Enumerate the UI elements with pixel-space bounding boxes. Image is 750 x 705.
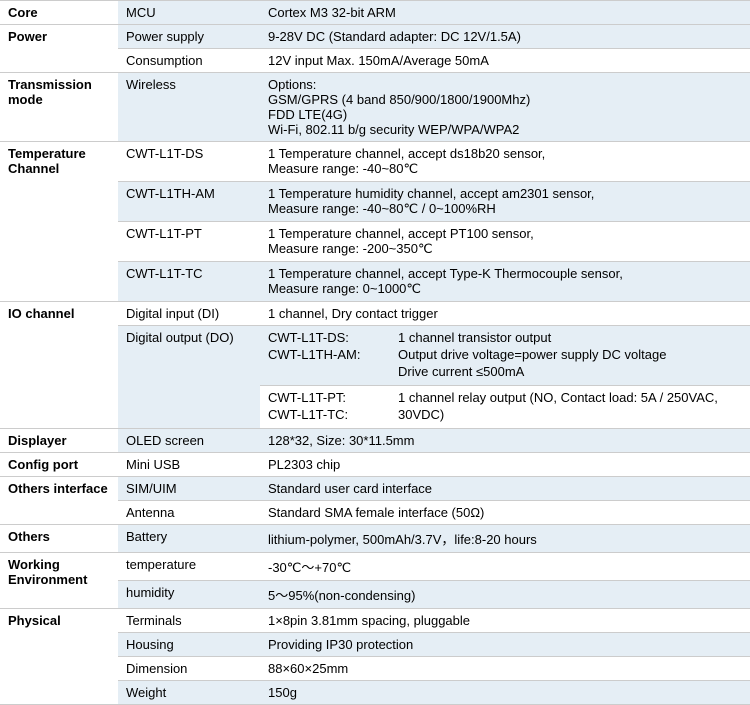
sub-cell: CWT-L1T-DS xyxy=(118,142,260,182)
sub-cell: Digital output (DO) xyxy=(118,326,260,429)
category-cell: Working Environment xyxy=(0,553,118,609)
table-row: Physical Terminals 1×8pin 3.81mm spacing… xyxy=(0,609,750,633)
value-cell: 5～95%(non-condensing) xyxy=(260,581,750,609)
value-cell: lithium-polymer, 500mAh/3.7V，life:8-20 h… xyxy=(260,525,750,553)
sub-cell: Weight xyxy=(118,681,260,705)
sub-cell: MCU xyxy=(118,1,260,25)
table-row: Temperature Channel CWT-L1T-DS 1 Tempera… xyxy=(0,142,750,182)
value-line: Options: xyxy=(268,77,742,92)
value-line: Wi-Fi, 802.11 b/g security WEP/WPA/WPA2 xyxy=(268,122,742,137)
value-cell: 1 Temperature channel, accept PT100 sens… xyxy=(260,222,750,262)
value-cell: 1×8pin 3.81mm spacing, pluggable xyxy=(260,609,750,633)
sub-cell: CWT-L1T-PT xyxy=(118,222,260,262)
sub-cell: Dimension xyxy=(118,657,260,681)
do-val: 1 channel transistor output xyxy=(398,330,742,347)
value-line: GSM/GPRS (4 band 850/900/1800/1900Mhz) xyxy=(268,92,742,107)
value-cell: 1 Temperature humidity channel, accept a… xyxy=(260,182,750,222)
table-row: Core MCU Cortex M3 32-bit ARM xyxy=(0,1,750,25)
value-cell: 1 channel, Dry contact trigger xyxy=(260,302,750,326)
sub-cell: Housing xyxy=(118,633,260,657)
do-val: 30VDC) xyxy=(398,407,742,424)
table-row: Power Power supply 9-28V DC (Standard ad… xyxy=(0,25,750,49)
sub-cell: CWT-L1TH-AM xyxy=(118,182,260,222)
value-cell: 1 Temperature channel, accept Type-K The… xyxy=(260,262,750,302)
value-cell: 128*32, Size: 30*11.5mm xyxy=(260,429,750,453)
category-cell: Power xyxy=(0,25,118,73)
table-row: Others interface SIM/UIM Standard user c… xyxy=(0,477,750,501)
category-cell: Displayer xyxy=(0,429,118,453)
value-cell: 150g xyxy=(260,681,750,705)
category-cell: Transmission mode xyxy=(0,73,118,142)
category-cell: Config port xyxy=(0,453,118,477)
table-row: Config port Mini USB PL2303 chip xyxy=(0,453,750,477)
value-cell: 88×60×25mm xyxy=(260,657,750,681)
sub-cell: Antenna xyxy=(118,501,260,525)
value-line: Measure range: -40~80℃ xyxy=(268,161,742,177)
value-cell: PL2303 chip xyxy=(260,453,750,477)
sub-cell: Consumption xyxy=(118,49,260,73)
value-cell: Options: GSM/GPRS (4 band 850/900/1800/1… xyxy=(260,73,750,142)
sub-cell: Mini USB xyxy=(118,453,260,477)
do-key: CWT-L1T-TC: xyxy=(268,407,398,424)
do-key: CWT-L1T-DS: xyxy=(268,330,398,347)
sub-cell: CWT-L1T-TC xyxy=(118,262,260,302)
category-cell: Temperature Channel xyxy=(0,142,118,302)
value-cell: Cortex M3 32-bit ARM xyxy=(260,1,750,25)
do-val: 1 channel relay output (NO, Contact load… xyxy=(398,390,742,407)
sub-cell: SIM/UIM xyxy=(118,477,260,501)
value-cell: Standard SMA female interface (50Ω) xyxy=(260,501,750,525)
value-cell: 9-28V DC (Standard adapter: DC 12V/1.5A) xyxy=(260,25,750,49)
table-row: IO channel Digital input (DI) 1 channel,… xyxy=(0,302,750,326)
sub-cell: Battery xyxy=(118,525,260,553)
value-cell: -30℃～+70℃ xyxy=(260,553,750,581)
value-line: 1 Temperature channel, accept PT100 sens… xyxy=(268,226,742,241)
sub-cell: Terminals xyxy=(118,609,260,633)
category-cell: Others xyxy=(0,525,118,553)
spec-table: Core MCU Cortex M3 32-bit ARM Power Powe… xyxy=(0,0,750,705)
sub-cell: temperature xyxy=(118,553,260,581)
category-cell: Others interface xyxy=(0,477,118,525)
value-line: Measure range: 0~1000℃ xyxy=(268,281,742,297)
do-key: CWT-L1TH-AM: xyxy=(268,347,398,364)
value-cell: CWT-L1T-DS:1 channel transistor output C… xyxy=(260,326,750,386)
do-val: Drive current ≤500mA xyxy=(398,364,742,381)
value-line: Measure range: -200~350℃ xyxy=(268,241,742,257)
sub-cell: Digital input (DI) xyxy=(118,302,260,326)
sub-cell: Power supply xyxy=(118,25,260,49)
value-cell: Standard user card interface xyxy=(260,477,750,501)
value-cell: Providing IP30 protection xyxy=(260,633,750,657)
sub-cell: Wireless xyxy=(118,73,260,142)
sub-cell: humidity xyxy=(118,581,260,609)
table-row: Transmission mode Wireless Options: GSM/… xyxy=(0,73,750,142)
category-cell: IO channel xyxy=(0,302,118,429)
do-val: Output drive voltage=power supply DC vol… xyxy=(398,347,742,364)
value-line: Measure range: -40~80℃ / 0~100%RH xyxy=(268,201,742,217)
sub-cell: OLED screen xyxy=(118,429,260,453)
category-cell: Physical xyxy=(0,609,118,705)
value-cell: CWT-L1T-PT:1 channel relay output (NO, C… xyxy=(260,386,750,429)
value-line: FDD LTE(4G) xyxy=(268,107,742,122)
category-cell: Core xyxy=(0,1,118,25)
do-key: CWT-L1T-PT: xyxy=(268,390,398,407)
value-line: 1 Temperature humidity channel, accept a… xyxy=(268,186,742,201)
value-line: 1 Temperature channel, accept Type-K The… xyxy=(268,266,742,281)
table-row: Working Environment temperature -30℃～+70… xyxy=(0,553,750,581)
table-row: Others Battery lithium-polymer, 500mAh/3… xyxy=(0,525,750,553)
value-line: 1 Temperature channel, accept ds18b20 se… xyxy=(268,146,742,161)
value-cell: 1 Temperature channel, accept ds18b20 se… xyxy=(260,142,750,182)
value-cell: 12V input Max. 150mA/Average 50mA xyxy=(260,49,750,73)
table-row: Displayer OLED screen 128*32, Size: 30*1… xyxy=(0,429,750,453)
